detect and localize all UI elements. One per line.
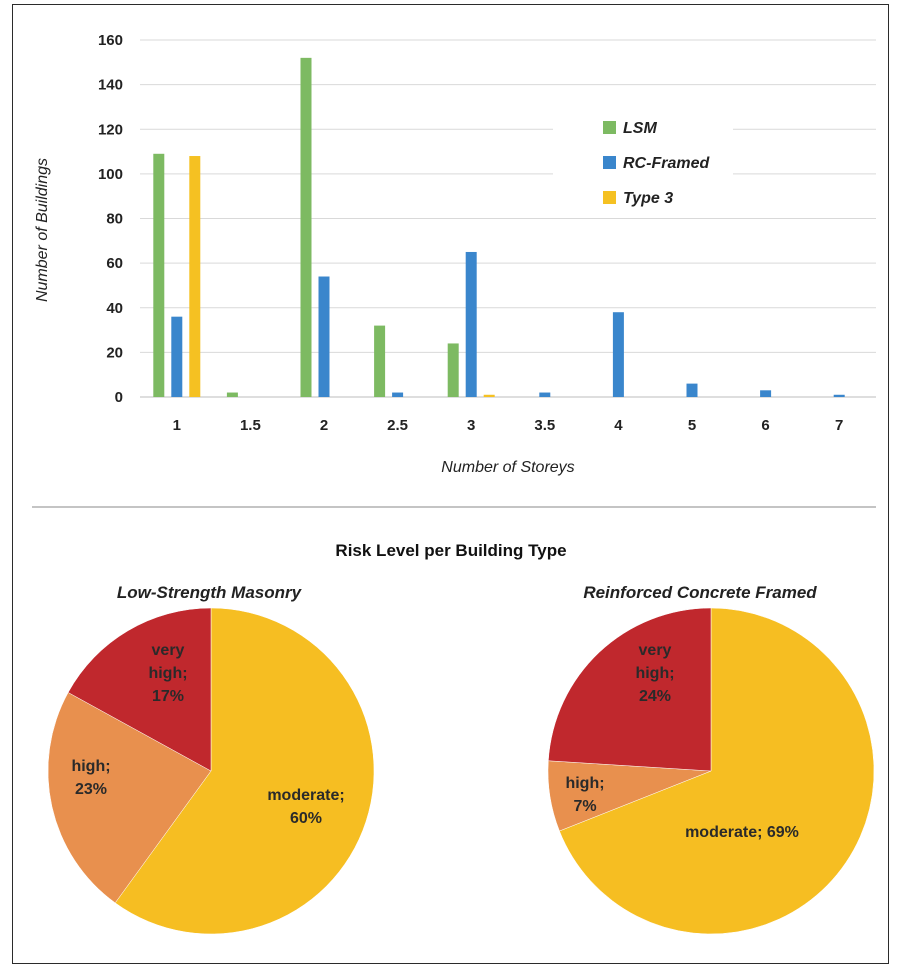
section-title: Risk Level per Building Type <box>335 541 566 560</box>
bar-rc-framed-5 <box>686 383 698 397</box>
bar-rc-framed-2.5 <box>392 392 404 397</box>
x-tick-label: 3.5 <box>534 417 555 434</box>
pie-slice-moderate <box>114 607 375 935</box>
bar-lsm-3 <box>447 343 459 397</box>
legend: LSM RC-Framed Type 3 <box>553 108 733 216</box>
pie-title-rc: Reinforced Concrete Framed <box>583 583 817 602</box>
x-tick-label: 1 <box>173 417 181 434</box>
x-axis-title: Number of Storeys <box>441 459 574 476</box>
x-tick-label: 7 <box>835 417 843 434</box>
bar-lsm-2 <box>300 57 312 397</box>
pie-label-very-high: very high; 17% <box>148 642 187 705</box>
bar-rc-framed-6 <box>760 390 772 397</box>
x-tick-labels: 1 1.5 2 2.5 3 3.5 4 5 6 7 <box>173 417 844 434</box>
pie-label-very-high: very high; 24% <box>635 642 674 705</box>
y-tick-label: 60 <box>106 255 123 272</box>
pie-slice-very-high <box>548 607 712 772</box>
legend-label: LSM <box>623 120 657 137</box>
pie-label-high: high; 23% <box>71 758 110 798</box>
pie-slice-moderate <box>559 607 875 935</box>
y-tick-label: 20 <box>106 344 123 361</box>
legend-label: RC-Framed <box>623 155 710 172</box>
bar-type-3-3 <box>483 394 495 397</box>
x-tick-label: 3 <box>467 417 475 434</box>
y-tick-label: 100 <box>98 166 123 183</box>
bar-lsm-1.5 <box>226 392 238 397</box>
y-tick-label: 160 <box>98 32 123 49</box>
x-tick-label: 1.5 <box>240 417 261 434</box>
bars <box>153 57 845 397</box>
pie-label-high: high; 7% <box>565 775 604 815</box>
y-tick-label: 80 <box>106 211 123 228</box>
legend-background <box>553 108 733 216</box>
y-tick-label: 0 <box>115 389 123 406</box>
bar-rc-framed-3.5 <box>539 392 551 397</box>
pie-label-moderate: moderate; 69% <box>685 824 799 841</box>
pie-title-lsm: Low-Strength Masonry <box>117 583 303 602</box>
y-tick-labels: 0 20 40 60 80 100 120 140 160 <box>98 32 123 406</box>
pie-reinforced-concrete-framed: Reinforced Concrete Framed moderate; 69%… <box>547 583 875 935</box>
bar-rc-framed-4 <box>612 312 624 397</box>
legend-swatch <box>603 191 616 204</box>
x-tick-label: 6 <box>761 417 769 434</box>
x-tick-label: 2.5 <box>387 417 408 434</box>
pie-low-strength-masonry: Low-Strength Masonry moderate; 60% high; 23… <box>47 583 375 935</box>
pie-slice-high <box>47 692 212 904</box>
bar-lsm-1 <box>153 153 165 397</box>
legend-swatch <box>603 121 616 134</box>
bar-lsm-2.5 <box>374 325 386 397</box>
bar-rc-framed-7 <box>833 394 845 397</box>
pie-slice-very-high <box>67 607 212 772</box>
pie-label-moderate: moderate; 60% <box>267 787 344 827</box>
bar-rc-framed-1 <box>171 316 183 397</box>
legend-label: Type 3 <box>623 190 673 207</box>
y-tick-label: 140 <box>98 77 123 94</box>
legend-swatch <box>603 156 616 169</box>
x-tick-label: 5 <box>688 417 696 434</box>
bar-rc-framed-3 <box>465 251 477 397</box>
y-tick-label: 120 <box>98 121 123 138</box>
gridlines <box>140 39 876 398</box>
bar-chart: 0 20 40 60 80 100 120 140 160 1 1.5 2 2.5 3 3.5 4 5 6 7 N… <box>34 32 876 476</box>
bar-rc-framed-2 <box>318 276 330 397</box>
y-tick-label: 40 <box>106 300 123 317</box>
x-tick-label: 4 <box>614 417 623 434</box>
y-axis-title: Number of Buildings <box>34 158 51 302</box>
x-tick-label: 2 <box>320 417 328 434</box>
bar-type-3-1 <box>189 156 201 397</box>
